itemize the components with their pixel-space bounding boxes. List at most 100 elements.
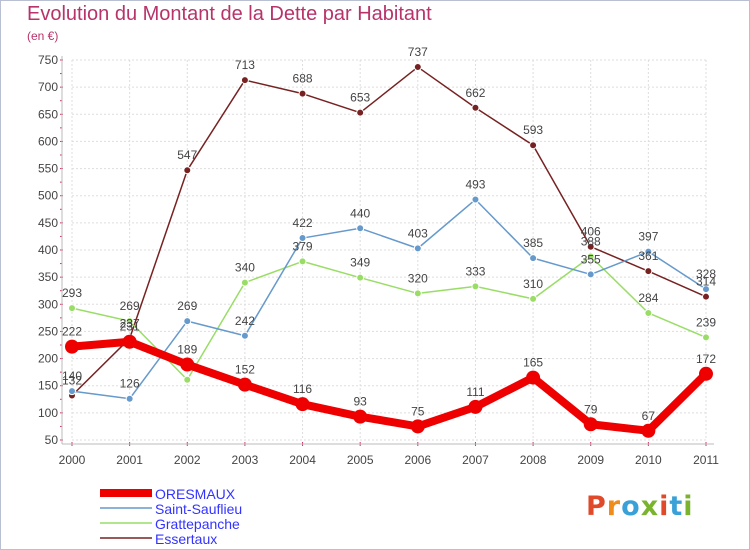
data-point bbox=[413, 244, 422, 253]
data-point bbox=[699, 366, 713, 381]
data-point bbox=[644, 308, 653, 317]
data-label: 269 bbox=[120, 299, 140, 313]
y-tick-label: 100 bbox=[38, 406, 58, 420]
data-label: 132 bbox=[62, 373, 82, 387]
data-point bbox=[413, 289, 422, 298]
data-point bbox=[644, 247, 653, 256]
data-point bbox=[356, 224, 365, 233]
data-label: 310 bbox=[523, 277, 543, 291]
x-tick-label: 2005 bbox=[347, 453, 374, 467]
y-tick-label: 200 bbox=[38, 352, 58, 366]
data-label: 340 bbox=[235, 261, 255, 275]
data-label: 422 bbox=[293, 216, 313, 230]
data-point bbox=[702, 285, 710, 294]
data-label: 440 bbox=[350, 206, 370, 220]
data-point bbox=[471, 195, 480, 204]
data-point bbox=[529, 294, 538, 303]
data-label: 547 bbox=[177, 148, 197, 162]
y-tick-label: 700 bbox=[38, 80, 58, 94]
y-tick-label: 250 bbox=[38, 324, 58, 338]
y-tick-label: 300 bbox=[38, 297, 58, 311]
data-labels: 132 237 547 713 688 653 737 662 593 406 361 314 293 2… bbox=[62, 45, 716, 423]
data-point bbox=[353, 409, 368, 424]
data-point bbox=[183, 375, 192, 384]
data-label: 79 bbox=[584, 402, 598, 416]
data-point bbox=[468, 399, 483, 414]
y-tick-label: 650 bbox=[38, 107, 58, 121]
y-tick-label: 50 bbox=[45, 433, 59, 447]
data-label: 653 bbox=[350, 91, 370, 105]
data-point bbox=[183, 166, 192, 175]
legend-label: Essertaux bbox=[155, 531, 217, 547]
data-point bbox=[125, 394, 134, 403]
data-point bbox=[356, 273, 365, 282]
logo-letter: t bbox=[669, 491, 684, 522]
x-tick-label: 2003 bbox=[232, 453, 259, 467]
data-label: 593 bbox=[523, 123, 543, 137]
data-point bbox=[122, 334, 137, 349]
data-label: 152 bbox=[235, 363, 255, 377]
data-point bbox=[586, 270, 595, 279]
logo-letter: o bbox=[621, 491, 641, 522]
legend-label: ORESMAUX bbox=[155, 486, 236, 502]
y-tick-label: 150 bbox=[38, 379, 58, 393]
data-label: 116 bbox=[293, 382, 312, 396]
data-label: 397 bbox=[638, 230, 658, 244]
data-label: 355 bbox=[581, 252, 601, 266]
data-label: 126 bbox=[120, 377, 140, 391]
y-tick-label: 750 bbox=[38, 53, 58, 67]
x-tick-label: 2010 bbox=[635, 453, 662, 467]
data-label: 493 bbox=[465, 178, 485, 192]
data-point bbox=[586, 252, 595, 261]
data-point bbox=[295, 397, 310, 412]
data-label: 406 bbox=[581, 225, 601, 239]
x-tick-label: 2007 bbox=[462, 453, 489, 467]
data-point bbox=[471, 103, 480, 112]
data-point bbox=[586, 242, 595, 251]
data-point bbox=[413, 63, 422, 72]
data-label: 320 bbox=[408, 271, 428, 285]
data-point bbox=[125, 317, 134, 326]
data-point bbox=[644, 267, 653, 276]
data-point bbox=[240, 278, 249, 287]
data-point bbox=[180, 357, 195, 372]
series-line bbox=[68, 337, 710, 435]
data-point bbox=[702, 292, 710, 301]
data-label: 328 bbox=[696, 267, 716, 281]
data-label: 111 bbox=[466, 385, 485, 399]
data-label: 688 bbox=[293, 72, 313, 86]
legend-label: Grattepanche bbox=[155, 516, 240, 532]
y-tick-label: 400 bbox=[38, 243, 58, 257]
data-label: 349 bbox=[350, 256, 370, 270]
data-point bbox=[641, 423, 656, 438]
data-label: 172 bbox=[696, 352, 716, 366]
data-point bbox=[702, 333, 710, 342]
series-lines bbox=[68, 66, 710, 435]
legend-label: Saint-Sauflieu bbox=[155, 501, 242, 517]
data-point bbox=[529, 141, 538, 150]
logo-letter: i bbox=[683, 491, 694, 522]
data-point bbox=[237, 377, 252, 392]
data-point bbox=[65, 339, 79, 354]
x-tick-label: 2009 bbox=[577, 453, 604, 467]
data-label: 333 bbox=[465, 264, 485, 278]
axes: 50 100 150 200 250 300 350 400 450 500 550 600 650 70… bbox=[38, 53, 719, 467]
data-point bbox=[298, 257, 307, 266]
data-label: 93 bbox=[354, 395, 368, 409]
y-tick-label: 600 bbox=[38, 134, 58, 148]
x-tick-label: 2004 bbox=[289, 453, 316, 467]
data-point bbox=[410, 419, 425, 434]
x-tick-label: 2000 bbox=[59, 453, 86, 467]
data-label: 237 bbox=[120, 316, 140, 330]
data-point bbox=[240, 331, 249, 340]
series-line bbox=[71, 66, 707, 397]
data-label: 165 bbox=[523, 356, 543, 370]
y-tick-label: 500 bbox=[38, 189, 58, 203]
series-points bbox=[65, 63, 713, 438]
series-line bbox=[71, 255, 707, 381]
data-label: 239 bbox=[696, 315, 716, 329]
logo-letter: i bbox=[659, 491, 670, 522]
x-tick-label: 2001 bbox=[116, 453, 143, 467]
logo-letter: r bbox=[606, 491, 622, 522]
